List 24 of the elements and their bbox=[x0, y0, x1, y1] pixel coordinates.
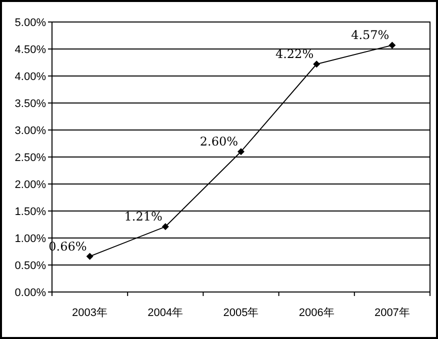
point bbox=[388, 42, 396, 49]
y-tick-label: 1.00% bbox=[14, 233, 46, 245]
data-label: 4.57% bbox=[351, 28, 390, 42]
y-tick-label: 5.00% bbox=[14, 17, 46, 29]
point bbox=[86, 252, 94, 260]
x-tick-label: 2007年 bbox=[374, 307, 410, 319]
x-tick-label: 2005年 bbox=[223, 307, 259, 319]
y-tick-label: 0.50% bbox=[14, 260, 46, 272]
y-tick-label: 3.50% bbox=[14, 98, 46, 110]
data-label: 1.21% bbox=[124, 210, 162, 224]
data-label: 2.60% bbox=[200, 134, 238, 149]
point bbox=[238, 148, 244, 156]
y-tick-label: 4.50% bbox=[14, 44, 46, 56]
y-tick-label: 0.00% bbox=[14, 287, 46, 299]
point bbox=[162, 223, 169, 230]
y-tick-label: 2.50% bbox=[14, 152, 46, 164]
x-tick-label: 2003年 bbox=[72, 307, 108, 319]
x-tick-label: 2006年 bbox=[298, 307, 334, 319]
y-tick-label: 3.00% bbox=[14, 125, 46, 137]
point bbox=[313, 60, 320, 68]
x-tick-label: 2004年 bbox=[148, 307, 184, 319]
y-tick-label: 4.00% bbox=[14, 71, 46, 83]
y-tick-label: 1.50% bbox=[14, 206, 46, 218]
y-tick-label: 2.00% bbox=[14, 179, 46, 191]
